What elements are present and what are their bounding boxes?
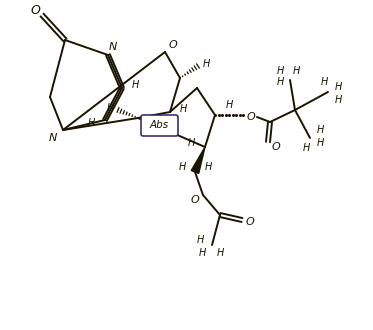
Text: H: H [202, 59, 210, 69]
Text: O: O [247, 112, 256, 122]
Text: H: H [292, 66, 300, 76]
Text: H: H [187, 138, 195, 148]
Text: N: N [49, 133, 57, 143]
Text: H: H [87, 118, 95, 128]
Text: H: H [316, 138, 324, 148]
Text: O: O [30, 4, 40, 17]
Text: H: H [198, 248, 206, 258]
Text: H: H [302, 143, 310, 153]
Text: H: H [276, 77, 284, 87]
Text: H: H [178, 162, 186, 172]
Text: H: H [131, 80, 139, 90]
Text: H: H [225, 100, 233, 110]
Text: O: O [246, 217, 254, 227]
Text: O: O [272, 142, 280, 152]
Text: Abs: Abs [150, 120, 169, 130]
Polygon shape [191, 147, 205, 174]
Text: H: H [204, 162, 212, 172]
Text: H: H [320, 77, 328, 87]
Text: H: H [196, 235, 204, 245]
Text: O: O [191, 195, 200, 205]
Text: O: O [169, 40, 178, 50]
Text: H: H [334, 95, 342, 105]
Text: H: H [106, 103, 114, 113]
Text: H: H [316, 125, 324, 135]
Text: N: N [109, 42, 117, 52]
Text: H: H [276, 66, 284, 76]
Text: H: H [216, 248, 224, 258]
Text: H: H [334, 82, 342, 92]
FancyBboxPatch shape [141, 115, 178, 136]
Text: H: H [179, 104, 187, 114]
